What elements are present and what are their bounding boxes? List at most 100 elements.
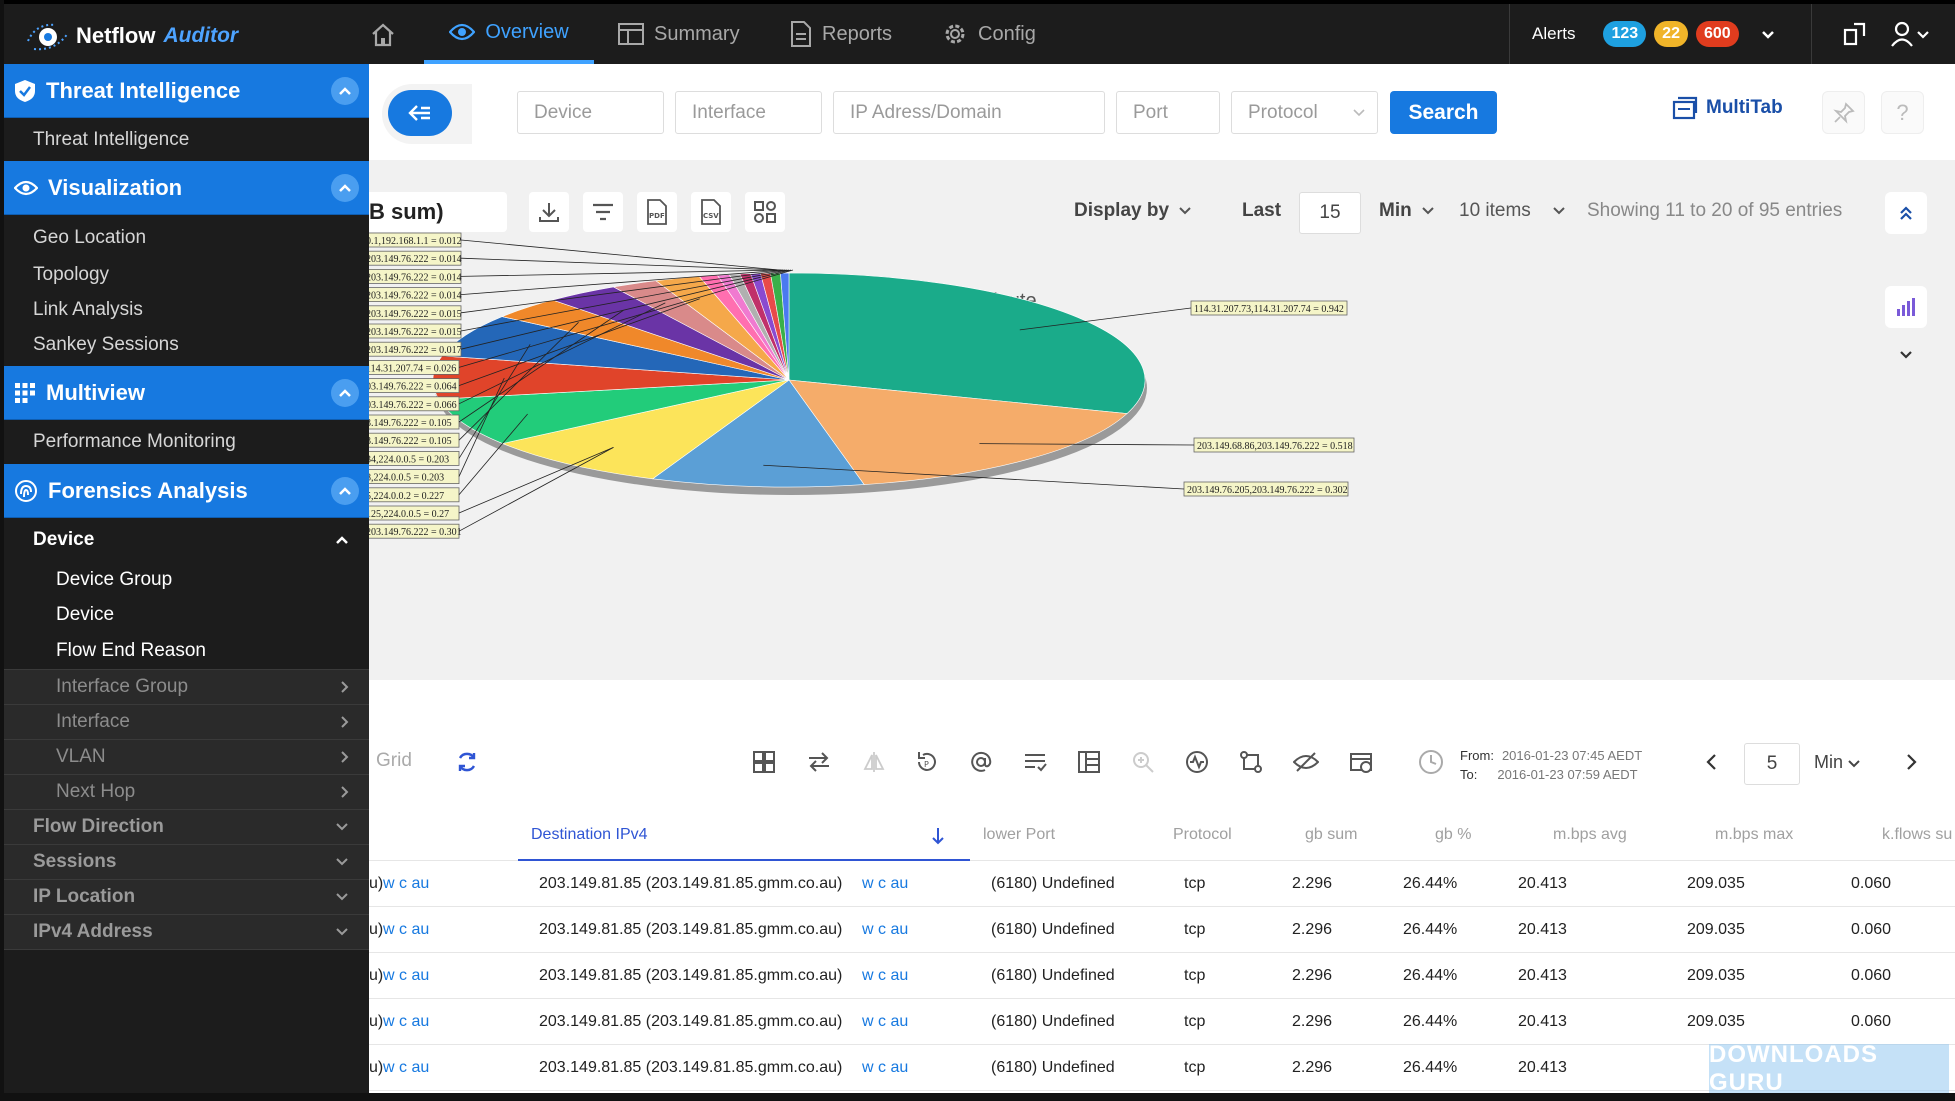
destination-links[interactable]: w c au (862, 921, 909, 938)
chevron-up-icon[interactable] (331, 173, 359, 202)
sidebar-item-ipv4-address[interactable]: IPv4 Address (4, 915, 369, 950)
switch-window-icon[interactable] (1842, 21, 1868, 47)
column-header-gb-percent[interactable]: gb % (1435, 826, 1472, 843)
alert-count-info[interactable]: 123 (1603, 21, 1647, 47)
chevron-up-icon[interactable] (331, 378, 359, 407)
pdf-icon[interactable]: PDF (637, 192, 677, 232)
sidebar-item-sessions[interactable]: Sessions (4, 845, 369, 880)
prev-page-icon[interactable] (1697, 747, 1727, 777)
items-per-page-dropdown[interactable]: 10 items (1459, 200, 1565, 222)
sidebar-item-sankey-sessions[interactable]: Sankey Sessions (33, 333, 179, 355)
sidebar-item-ip-location[interactable]: IP Location (4, 880, 369, 915)
sidebar-item-flow-direction[interactable]: Flow Direction (4, 810, 369, 845)
destination-links[interactable]: w c au (862, 1059, 909, 1076)
unit-dropdown[interactable]: Min (1379, 200, 1434, 222)
swap-icon[interactable] (804, 747, 834, 777)
interface-input[interactable]: Interface (675, 91, 822, 134)
history-icon[interactable]: P (912, 747, 942, 777)
sidebar-item-device[interactable]: Device (56, 603, 115, 625)
next-page-icon[interactable] (1896, 747, 1926, 777)
column-header-mbps-max[interactable]: m.bps max (1715, 826, 1794, 843)
sidebar-item-topology[interactable]: Topology (33, 263, 110, 285)
display-by-dropdown[interactable]: Display by (1074, 200, 1191, 222)
back-button[interactable] (388, 90, 452, 136)
sidebar-item-threat-intelligence[interactable]: Threat Intelligence (33, 129, 190, 150)
alert-count-warning[interactable]: 22 (1654, 21, 1688, 47)
tab-overview[interactable]: Overview (424, 4, 594, 64)
source-links[interactable]: w c au (383, 921, 430, 938)
home-icon[interactable] (370, 22, 396, 53)
sidebar-item-interface-group[interactable]: Interface Group (4, 670, 369, 705)
interval-input[interactable]: 5 (1744, 743, 1800, 785)
search-button[interactable]: Search (1390, 91, 1497, 134)
table-row[interactable]: u) w c au 203.149.81.85 (203.149.81.85.gmm… (369, 1045, 1955, 1091)
column-header-gb-sum[interactable]: gb sum (1305, 826, 1358, 843)
help-button[interactable]: ? (1881, 91, 1924, 134)
chevron-up-icon[interactable] (331, 76, 359, 105)
protocol-select[interactable]: Protocol (1231, 91, 1378, 134)
table-row[interactable]: u) w c au 203.149.81.85 (203.149.81.85.gmm… (369, 861, 1955, 907)
source-links[interactable]: w c au (383, 967, 430, 984)
chevron-down-icon[interactable] (1759, 25, 1777, 43)
activity-icon[interactable] (1182, 747, 1212, 777)
interval-unit-dropdown[interactable]: Min (1814, 752, 1860, 773)
pie-slice[interactable] (501, 379, 790, 480)
sidebar-item-performance-monitoring[interactable]: Performance Monitoring (33, 431, 236, 452)
layout-grid-icon[interactable] (749, 747, 779, 777)
chevron-down-icon[interactable] (1899, 350, 1913, 360)
zoom-in-icon[interactable] (1128, 747, 1158, 777)
sort-desc-icon[interactable] (930, 826, 946, 846)
network-icon[interactable] (1236, 747, 1266, 777)
column-header-lower-port[interactable]: lower Port (983, 826, 1056, 843)
pin-button[interactable] (1822, 91, 1865, 134)
sidebar-group-device[interactable]: Device (4, 518, 369, 562)
pie-slice[interactable] (780, 272, 790, 381)
column-header-mbps-avg[interactable]: m.bps avg (1553, 826, 1627, 843)
bar-chart-button[interactable] (1885, 286, 1927, 328)
pie-slice[interactable] (788, 272, 1146, 414)
at-icon[interactable] (966, 747, 996, 777)
sidebar-item-interface[interactable]: Interface (4, 705, 369, 740)
tab-reports[interactable]: Reports (790, 4, 892, 64)
ip-domain-input[interactable]: IP Adress/Domain (833, 91, 1105, 134)
source-links[interactable]: w c au (383, 875, 430, 892)
mirror-icon[interactable] (859, 747, 889, 777)
filter-icon[interactable] (583, 192, 623, 232)
refresh-icon[interactable] (452, 747, 482, 777)
port-input[interactable]: Port (1116, 91, 1220, 134)
csv-icon[interactable]: CSV (691, 192, 731, 232)
brand-logo[interactable]: Netflow Auditor (26, 18, 238, 54)
pie-slice[interactable] (651, 379, 865, 488)
sidebar-item-geo-location[interactable]: Geo Location (33, 227, 147, 248)
device-input[interactable]: Device (517, 91, 664, 134)
column-header-protocol[interactable]: Protocol (1173, 826, 1232, 843)
download-icon[interactable] (529, 192, 569, 232)
multitab-button[interactable]: MultiTab (1672, 96, 1783, 120)
hide-icon[interactable] (1291, 747, 1321, 777)
pie-slice[interactable] (788, 379, 1128, 485)
destination-links[interactable]: w c au (862, 875, 909, 892)
columns-icon[interactable] (1074, 747, 1104, 777)
column-header-kflows-sum[interactable]: k.flows su (1882, 826, 1953, 843)
column-header-destination-ipv4[interactable]: Destination IPv4 (531, 826, 648, 843)
source-links[interactable]: w c au (383, 1013, 430, 1030)
user-icon[interactable] (1890, 21, 1930, 47)
tab-config[interactable]: Config (942, 4, 1036, 64)
destination-links[interactable]: w c au (862, 1013, 909, 1030)
source-links[interactable]: w c au (383, 1059, 430, 1076)
sidebar-section-visualization[interactable]: Visualization (4, 161, 369, 215)
sidebar-item-link-analysis[interactable]: Link Analysis (33, 298, 143, 320)
sidebar-section-threat-intelligence[interactable]: Threat Intelligence (4, 64, 369, 118)
table-row[interactable]: u) w c au 203.149.81.85 (203.149.81.85.gmm… (369, 999, 1955, 1045)
tab-summary[interactable]: Summary (618, 4, 740, 64)
destination-links[interactable]: w c au (862, 967, 909, 984)
sidebar-item-flow-end-reason[interactable]: Flow End Reason (4, 632, 369, 670)
chart-settings-icon[interactable] (745, 192, 785, 232)
sidebar-item-next-hop[interactable]: Next Hop (4, 775, 369, 810)
sidebar-item-device-group[interactable]: Device Group (56, 568, 173, 590)
alerts-area[interactable]: Alerts 123 22 600 (1509, 4, 1777, 64)
last-value-input[interactable]: 15 (1299, 192, 1361, 234)
chevron-up-icon[interactable] (331, 476, 359, 505)
sidebar-section-multiview[interactable]: Multiview (4, 366, 369, 420)
sidebar-item-vlan[interactable]: VLAN (4, 740, 369, 775)
